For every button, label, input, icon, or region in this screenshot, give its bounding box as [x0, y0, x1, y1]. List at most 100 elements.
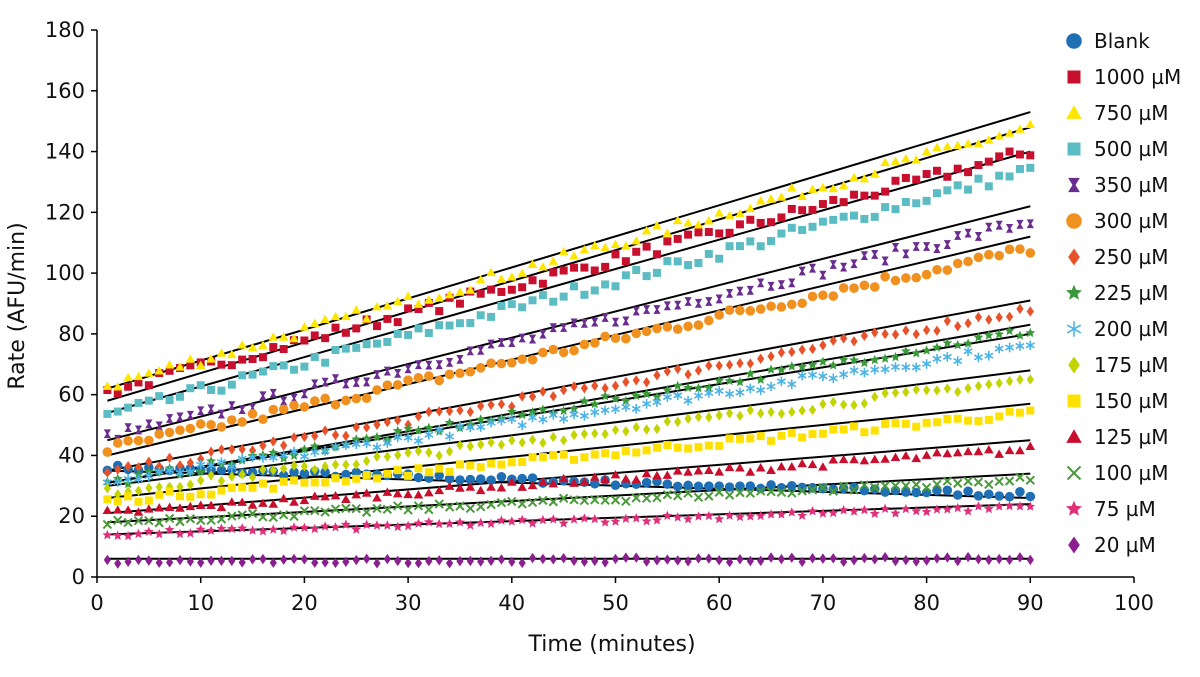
data-point	[601, 557, 609, 568]
data-point	[477, 439, 485, 450]
data-point	[828, 455, 839, 464]
data-point	[527, 480, 538, 490]
data-point	[185, 528, 196, 538]
data-point	[610, 516, 621, 526]
data-point	[207, 404, 215, 414]
data-point	[673, 257, 682, 266]
data-point	[424, 504, 434, 515]
data-point	[643, 424, 651, 435]
data-point	[321, 557, 329, 568]
data-point	[164, 513, 175, 524]
data-point	[227, 349, 237, 359]
data-point	[207, 555, 215, 566]
data-point	[165, 487, 174, 496]
data-point	[901, 450, 911, 460]
data-point	[176, 554, 184, 566]
data-point	[704, 491, 714, 501]
data-point	[953, 356, 963, 366]
data-point	[611, 282, 620, 291]
data-point	[528, 452, 537, 461]
data-point	[341, 494, 351, 504]
data-point	[622, 552, 630, 563]
data-point	[124, 460, 132, 472]
data-point	[403, 505, 413, 515]
data-point	[735, 511, 745, 522]
data-point	[869, 454, 880, 464]
data-point	[238, 405, 246, 415]
data-point	[518, 458, 527, 467]
data-point	[871, 250, 879, 259]
data-point	[736, 286, 744, 296]
x-tick-label: 90	[1017, 591, 1044, 615]
data-point	[871, 554, 879, 565]
data-point	[652, 220, 662, 230]
data-point	[309, 441, 320, 451]
data-point	[694, 443, 703, 452]
data-point	[517, 499, 527, 509]
data-point	[528, 391, 537, 402]
data-point	[508, 338, 516, 347]
data-point	[102, 529, 113, 540]
data-point	[579, 245, 590, 254]
data-point	[342, 459, 350, 470]
data-point	[663, 366, 671, 377]
legend-marker	[1066, 284, 1082, 300]
data-point	[114, 558, 122, 569]
data-point	[840, 262, 848, 272]
data-point	[185, 501, 196, 511]
data-point	[724, 305, 735, 315]
data-point	[745, 467, 756, 476]
data-point	[331, 323, 340, 332]
data-point	[932, 354, 942, 364]
tick-labels: 0 10 20 30 40 50 60 70 80 90 100 0 20 40 60 80 100 120 140…	[45, 18, 1154, 615]
data-point	[216, 348, 227, 357]
data-point	[538, 291, 547, 300]
data-point	[278, 404, 289, 415]
data-point	[788, 552, 796, 563]
data-point	[423, 517, 434, 527]
data-point	[724, 510, 735, 520]
data-point	[206, 500, 216, 510]
data-point	[725, 289, 734, 298]
data-point	[828, 183, 839, 193]
data-point	[942, 485, 953, 496]
data-point	[1015, 330, 1025, 340]
data-point	[767, 236, 776, 245]
data-point	[859, 357, 870, 368]
data-point	[798, 433, 807, 442]
legend-label: 175 µM	[1094, 353, 1169, 377]
data-point	[788, 346, 796, 358]
y-tick-label: 160	[45, 79, 85, 103]
data-point	[756, 242, 765, 251]
data-point	[186, 479, 194, 490]
data-point	[807, 291, 818, 302]
data-point	[279, 477, 288, 486]
data-point	[247, 409, 258, 419]
data-point	[206, 460, 216, 471]
data-point	[133, 515, 144, 526]
data-point	[1025, 475, 1036, 485]
data-point	[558, 405, 569, 415]
data-point	[475, 485, 486, 495]
data-point	[248, 354, 257, 363]
data-point	[797, 370, 807, 381]
data-point	[766, 301, 776, 312]
data-point	[331, 374, 340, 384]
legend-label: Blank	[1094, 29, 1150, 53]
data-point	[382, 520, 393, 530]
data-point	[974, 380, 983, 392]
data-point	[392, 488, 403, 498]
legend-item-13: 75 µM	[1066, 497, 1156, 521]
data-point	[736, 410, 744, 421]
data-point	[123, 517, 133, 528]
data-point	[103, 409, 112, 418]
data-point	[549, 297, 558, 306]
data-point	[195, 500, 206, 509]
data-point	[829, 553, 837, 564]
data-point	[952, 340, 963, 350]
data-point	[715, 410, 723, 421]
data-point	[1005, 223, 1014, 233]
data-point	[299, 322, 310, 331]
data-point	[134, 425, 143, 435]
data-point	[693, 320, 704, 330]
